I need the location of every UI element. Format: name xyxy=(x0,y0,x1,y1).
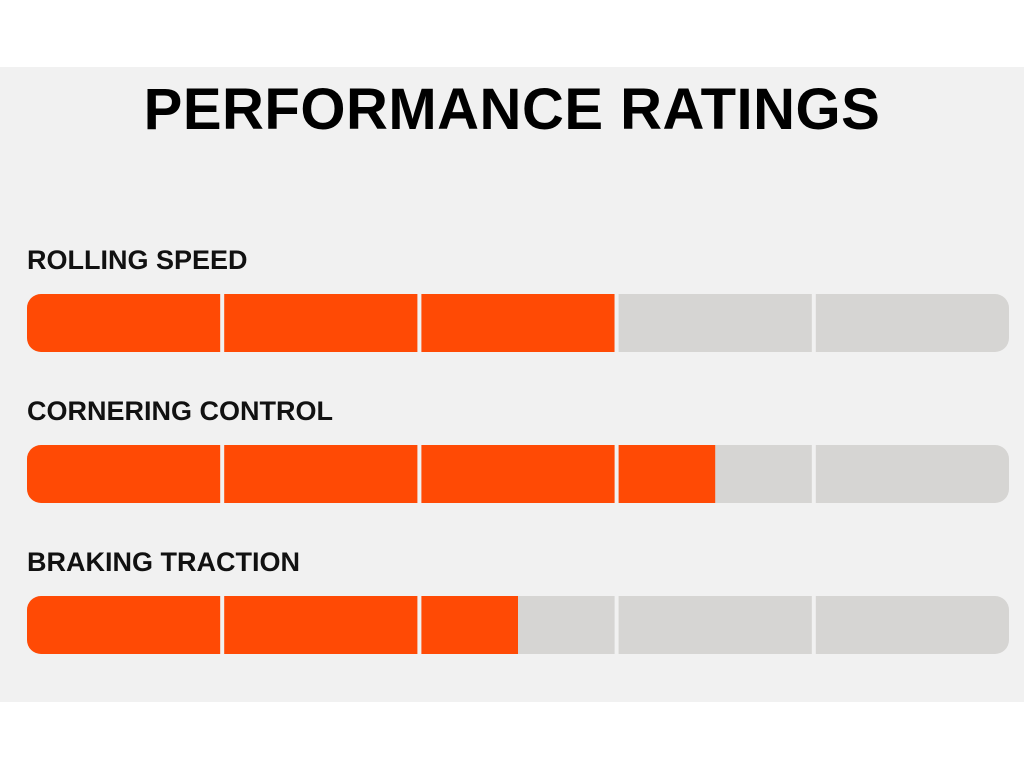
rating-bar-svg xyxy=(27,445,1009,503)
rating-label: ROLLING SPEED xyxy=(27,245,248,275)
rating-segment-divider xyxy=(417,445,422,503)
rating-bar-svg xyxy=(27,596,1009,654)
rating-bar xyxy=(27,294,1009,352)
rating-bar xyxy=(27,445,1009,503)
rating-label: CORNERING CONTROL xyxy=(27,396,333,426)
rating-fill xyxy=(27,445,716,503)
rating-segment-divider xyxy=(614,445,619,503)
rating-segment-divider xyxy=(614,596,619,654)
rating-label: BRAKING TRACTION xyxy=(27,547,300,577)
rating-bar xyxy=(27,596,1009,654)
performance-ratings-panel: PERFORMANCE RATINGS ROLLING SPEED CORNER… xyxy=(0,67,1024,702)
rating-segment-divider xyxy=(811,596,816,654)
rating-segment-divider xyxy=(220,596,225,654)
rating-bar-svg xyxy=(27,294,1009,352)
rating-segment-divider xyxy=(614,294,619,352)
rating-segment-divider xyxy=(417,596,422,654)
rating-fill xyxy=(27,294,615,352)
rating-segment-divider xyxy=(811,445,816,503)
rating-segment-divider xyxy=(417,294,422,352)
chart-title: PERFORMANCE RATINGS xyxy=(143,77,881,142)
rating-fill xyxy=(27,596,518,654)
rating-segment-divider xyxy=(811,294,816,352)
rating-segment-divider xyxy=(220,445,225,503)
rating-segment-divider xyxy=(220,294,225,352)
